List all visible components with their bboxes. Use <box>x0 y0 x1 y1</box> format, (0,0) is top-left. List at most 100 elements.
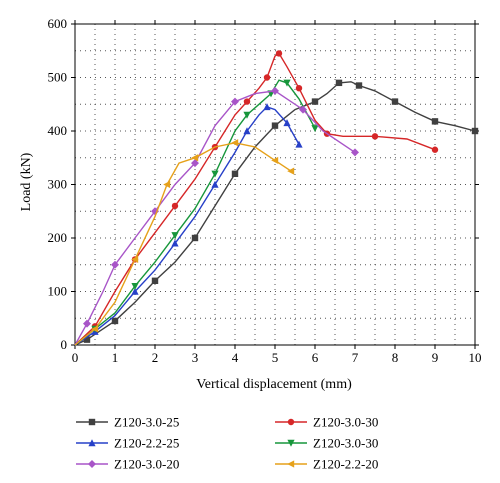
data-point <box>231 170 239 177</box>
data-point <box>431 146 439 153</box>
series-line <box>74 52 436 346</box>
series-4 <box>74 79 319 346</box>
data-point <box>231 139 239 147</box>
data-point <box>283 119 291 127</box>
data-point <box>111 317 119 325</box>
data-point <box>287 418 295 426</box>
data-point <box>243 127 251 135</box>
x-axis-title: Vertical displacement (mm) <box>196 377 352 392</box>
series-line <box>74 106 300 346</box>
data-point <box>131 282 139 290</box>
legend-item: Z120-3.0-20 <box>76 457 179 472</box>
x-tick-label: 2 <box>152 350 159 365</box>
data-point <box>171 239 179 247</box>
x-tick-label: 5 <box>272 350 279 365</box>
data-point <box>355 82 363 89</box>
data-point <box>151 207 159 216</box>
x-tick-label: 0 <box>72 350 79 365</box>
legend-item: Z120-2.2-20 <box>275 457 378 472</box>
data-point <box>371 133 379 140</box>
data-point <box>271 156 279 165</box>
x-tick-label: 3 <box>192 350 199 365</box>
data-point <box>191 234 199 242</box>
data-point <box>171 202 179 210</box>
data-point <box>83 336 91 343</box>
grid <box>74 23 476 346</box>
data-point <box>83 319 91 328</box>
data-point <box>287 439 295 447</box>
data-point <box>243 111 251 119</box>
data-point <box>91 325 99 333</box>
data-point <box>231 97 239 106</box>
data-point <box>171 232 179 240</box>
data-point <box>311 125 319 133</box>
data-point <box>287 167 295 175</box>
data-point <box>211 180 219 188</box>
x-tick-label: 8 <box>392 350 399 365</box>
series-line <box>74 142 292 346</box>
data-point <box>131 287 139 295</box>
x-tick-label: 10 <box>469 350 482 365</box>
data-point <box>88 418 96 426</box>
data-point <box>283 79 291 87</box>
data-point <box>191 159 199 168</box>
legend-item: Z120-3.0-25 <box>76 415 179 430</box>
series-2 <box>74 50 439 346</box>
series-5 <box>74 86 359 346</box>
data-point <box>271 122 279 129</box>
legend-item: Z120-3.0-30 <box>275 436 378 451</box>
data-point <box>275 50 283 57</box>
data-point <box>295 140 303 148</box>
data-point <box>111 260 119 269</box>
legend-label: Z120-3.0-30 <box>313 436 378 451</box>
series-3 <box>74 103 303 346</box>
series-line <box>74 81 476 346</box>
legend: Z120-3.0-25 Z120-3.0-30 Z120-2.2-25 Z120-3.… <box>76 415 378 472</box>
y-tick-label: 400 <box>48 123 68 138</box>
data-point <box>243 98 251 105</box>
y-tick-label: 200 <box>48 230 68 245</box>
data-point <box>163 180 171 189</box>
y-tick-label: 500 <box>48 70 68 85</box>
data-point <box>271 86 279 95</box>
x-tick-label: 6 <box>312 350 319 365</box>
y-tick-label: 300 <box>48 177 68 192</box>
legend-label: Z120-3.0-25 <box>114 415 179 430</box>
data-point <box>311 98 319 105</box>
data-point <box>211 170 219 178</box>
data-point <box>391 98 399 105</box>
series-6 <box>74 139 295 346</box>
data-point <box>335 79 343 87</box>
legend-item: Z120-3.0-30 <box>275 415 378 430</box>
x-tick-label: 7 <box>352 350 359 365</box>
x-tick-label: 9 <box>432 350 439 365</box>
data-point <box>151 277 159 284</box>
legend-label: Z120-3.0-30 <box>313 415 378 430</box>
data-point <box>299 105 307 114</box>
legend-label: Z120-2.2-25 <box>114 436 179 451</box>
y-tick-label: 100 <box>48 284 68 299</box>
data-point <box>191 154 199 162</box>
data-point <box>287 460 295 468</box>
y-tick-label: 0 <box>61 337 68 352</box>
legend-label: Z120-2.2-20 <box>313 457 378 472</box>
data-point <box>263 74 271 81</box>
data-point <box>263 103 271 111</box>
data-point <box>131 255 139 263</box>
legend-item: Z120-2.2-25 <box>76 436 179 451</box>
x-tick-label: 4 <box>232 350 239 365</box>
data-point <box>351 148 359 157</box>
data-point <box>431 118 439 125</box>
data-point <box>471 127 479 135</box>
data-point <box>88 439 96 447</box>
series-line <box>74 79 316 346</box>
legend-label: Z120-3.0-20 <box>114 457 179 472</box>
data-point <box>295 85 303 92</box>
series-1 <box>74 79 479 346</box>
data-point <box>88 460 96 468</box>
series-line <box>74 90 356 346</box>
y-axis-title: Load (kN) <box>19 152 34 211</box>
x-tick-label: 1 <box>112 350 119 365</box>
y-tick-label: 600 <box>48 16 68 31</box>
